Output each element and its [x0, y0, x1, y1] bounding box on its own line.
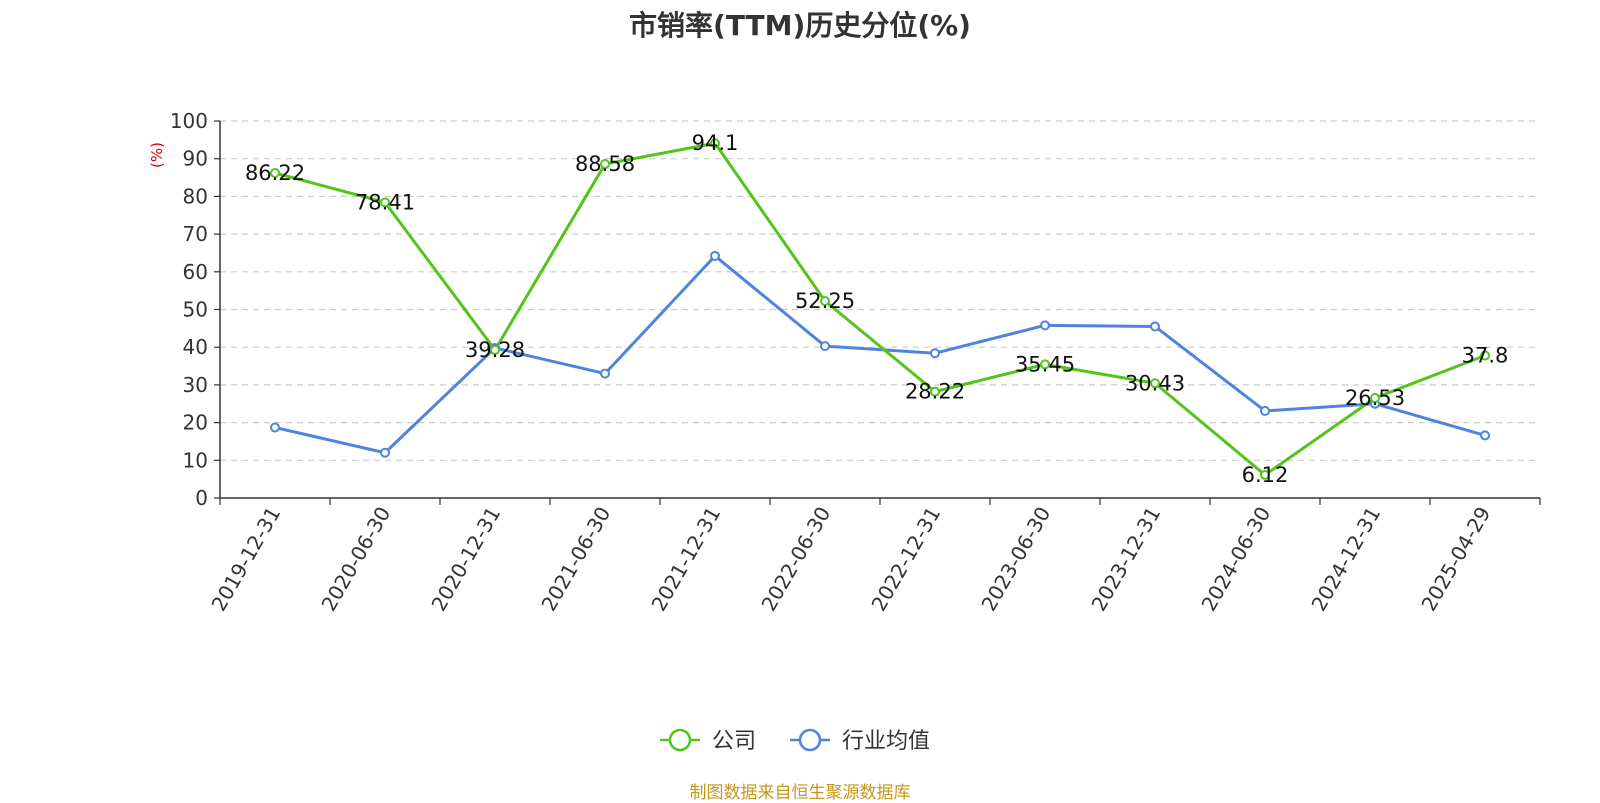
- data-point-company: [490, 344, 500, 355]
- y-axis-label: (%): [148, 142, 166, 168]
- legend-company-marker: [668, 728, 692, 752]
- data-label: 37.8: [1462, 343, 1509, 367]
- y-tick-label: 10: [183, 448, 208, 472]
- y-tick-label: 50: [183, 298, 208, 322]
- x-tick-label: 2019-12-31: [206, 503, 285, 616]
- y-tick-label: 30: [183, 373, 208, 397]
- y-tick-label: 70: [183, 222, 208, 246]
- x-tick-label: 2024-06-30: [1196, 503, 1275, 616]
- data-label: 52.25: [795, 289, 855, 313]
- data-point-industry: [600, 368, 610, 379]
- x-tick-label: 2024-12-31: [1306, 503, 1385, 616]
- y-tick-label: 100: [170, 109, 208, 133]
- data-point-industry: [1150, 321, 1160, 332]
- x-tick-label: 2023-12-31: [1086, 503, 1165, 616]
- data-point-company: [710, 138, 720, 149]
- x-tick-label: 2022-06-30: [756, 503, 835, 616]
- data-point-industry: [1040, 320, 1050, 331]
- data-label: 78.41: [355, 190, 415, 214]
- data-point-industry: [270, 422, 280, 433]
- legend-company-label: 公司: [712, 729, 756, 754]
- data-point-industry: [820, 341, 830, 352]
- data-label: 94.1: [692, 131, 739, 155]
- data-label: 26.53: [1345, 386, 1405, 410]
- data-point-company: [1150, 378, 1160, 389]
- y-tick-label: 0: [195, 486, 208, 510]
- data-label: 28.22: [905, 380, 965, 404]
- y-tick-label: 40: [183, 335, 208, 359]
- x-tick-label: 2020-06-30: [316, 503, 395, 616]
- data-label: 86.22: [245, 161, 305, 185]
- x-tick-label: 2021-12-31: [646, 503, 725, 616]
- data-point-industry: [1260, 405, 1270, 416]
- data-point-company: [380, 197, 390, 208]
- y-tick-label: 20: [183, 411, 208, 435]
- data-point-company: [1040, 359, 1050, 370]
- data-point-company: [820, 296, 830, 307]
- data-label: 30.43: [1125, 371, 1185, 395]
- data-label: 39.28: [465, 338, 525, 362]
- data-point-company: [270, 167, 280, 178]
- data-point-company: [1480, 350, 1490, 361]
- data-point-company: [930, 386, 940, 397]
- data-point-industry: [710, 250, 720, 261]
- x-tick-label: 2020-12-31: [426, 503, 505, 616]
- data-point-industry: [1480, 430, 1490, 441]
- data-point-industry: [380, 447, 390, 458]
- legend-industry-label: 行业均值: [842, 729, 930, 754]
- x-tick-label: 2025-04-29: [1416, 503, 1495, 616]
- data-label: 88.58: [575, 152, 635, 176]
- data-label: 35.45: [1015, 352, 1075, 376]
- data-point-company: [1370, 392, 1380, 403]
- source-note: 制图数据来自恒生聚源数据库: [689, 783, 911, 803]
- data-point-company: [600, 159, 610, 170]
- x-tick-label: 2023-06-30: [976, 503, 1055, 616]
- data-point-company: [1260, 469, 1270, 480]
- y-tick-label: 90: [183, 147, 208, 171]
- chart-title: 市销率(TTM)历史分位(%): [629, 9, 971, 42]
- y-tick-label: 80: [183, 184, 208, 208]
- y-tick-label: 60: [183, 260, 208, 284]
- x-tick-label: 2021-06-30: [536, 503, 615, 616]
- x-tick-label: 2022-12-31: [866, 503, 945, 616]
- data-label: 6.12: [1242, 463, 1289, 487]
- legend-industry-marker: [798, 728, 822, 752]
- data-point-industry: [930, 348, 940, 359]
- series-line-industry: [274, 254, 1486, 455]
- series-line-company: [274, 141, 1486, 477]
